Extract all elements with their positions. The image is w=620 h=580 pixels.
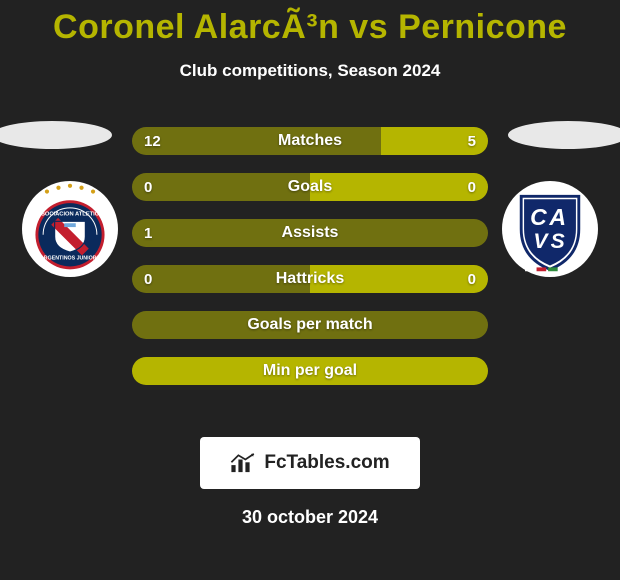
svg-text:A: A xyxy=(548,204,566,230)
stat-row: 0 0 Goals xyxy=(132,173,488,201)
date-text: 30 october 2024 xyxy=(0,507,620,528)
stat-label: Goals xyxy=(288,178,332,196)
stat-value-right: 0 xyxy=(468,271,476,288)
argentinos-juniors-badge-icon: ASOCIACION ATLETICA ARGENTINOS JUNIORS xyxy=(22,181,118,277)
stat-value-left: 0 xyxy=(144,271,152,288)
comparison-stage: ASOCIACION ATLETICA ARGENTINOS JUNIORS C… xyxy=(0,121,620,421)
branding-box: FcTables.com xyxy=(200,437,420,489)
ellipse-right xyxy=(508,121,620,149)
svg-text:ASOCIACION ATLETICA: ASOCIACION ATLETICA xyxy=(37,212,103,218)
stat-value-left: 0 xyxy=(144,179,152,196)
stat-row: Min per goal xyxy=(132,357,488,385)
stat-label: Assists xyxy=(282,224,339,242)
stat-bars: 12 5 Matches 0 0 Goals 1 Assists 0 0 Hattricks Goal… xyxy=(132,127,488,385)
stat-label: Hattricks xyxy=(276,270,344,288)
team-left-logo: ASOCIACION ATLETICA ARGENTINOS JUNIORS xyxy=(22,181,118,277)
stat-value-left: 1 xyxy=(144,225,152,242)
ellipse-left xyxy=(0,121,112,149)
page-title: Coronel AlarcÃ³n vs Pernicone xyxy=(0,0,620,47)
stat-value-right: 5 xyxy=(468,133,476,150)
branding-text: FcTables.com xyxy=(264,452,389,474)
velez-sarsfield-badge-icon: C A V S xyxy=(502,181,598,277)
stat-value-right: 0 xyxy=(468,179,476,196)
stat-row: 12 5 Matches xyxy=(132,127,488,155)
stat-label: Min per goal xyxy=(263,362,357,380)
stat-row: 1 Assists xyxy=(132,219,488,247)
svg-text:S: S xyxy=(551,230,565,253)
stat-label: Matches xyxy=(278,132,342,150)
stat-row: 0 0 Hattricks xyxy=(132,265,488,293)
stat-label: Goals per match xyxy=(247,316,372,334)
fctables-logo-icon xyxy=(230,452,258,474)
subtitle: Club competitions, Season 2024 xyxy=(0,61,620,81)
stat-row: Goals per match xyxy=(132,311,488,339)
stat-segment-left xyxy=(132,127,381,155)
stat-value-left: 12 xyxy=(144,133,161,150)
svg-text:V: V xyxy=(533,230,549,253)
svg-text:ARGENTINOS JUNIORS: ARGENTINOS JUNIORS xyxy=(40,256,100,262)
svg-text:C: C xyxy=(530,204,547,230)
team-right-logo: C A V S xyxy=(502,181,598,277)
stat-segment-left xyxy=(132,173,310,201)
stat-segment-right xyxy=(310,173,488,201)
